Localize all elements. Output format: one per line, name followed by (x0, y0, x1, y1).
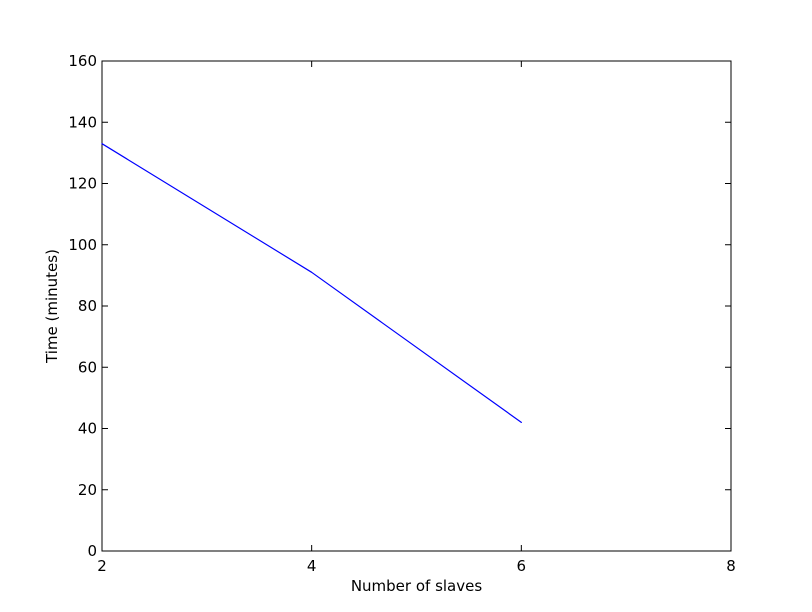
y-tick-label: 100 (68, 236, 97, 254)
x-axis-label: Number of slaves (351, 577, 483, 595)
series-line (101, 143, 522, 423)
y-axis-label: Time (minutes) (43, 249, 61, 364)
y-tick-label: 20 (78, 481, 97, 499)
y-tick-label: 120 (68, 175, 97, 193)
x-tick-label: 6 (517, 557, 527, 575)
y-tick-label: 160 (68, 52, 97, 70)
x-tick-label: 4 (307, 557, 317, 575)
x-tick-label: 8 (726, 557, 736, 575)
x-tick-label: 2 (97, 557, 107, 575)
y-tick-label: 80 (78, 297, 97, 315)
y-tick-label: 140 (68, 113, 97, 131)
y-tick-label: 0 (87, 542, 97, 560)
y-tick-label: 60 (78, 358, 97, 376)
y-tick-label: 40 (78, 420, 97, 438)
plot-frame (101, 60, 732, 552)
